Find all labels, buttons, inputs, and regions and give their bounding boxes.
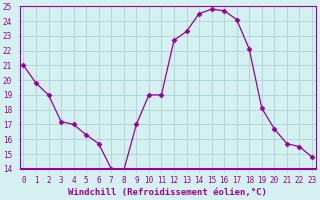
X-axis label: Windchill (Refroidissement éolien,°C): Windchill (Refroidissement éolien,°C) bbox=[68, 188, 267, 197]
